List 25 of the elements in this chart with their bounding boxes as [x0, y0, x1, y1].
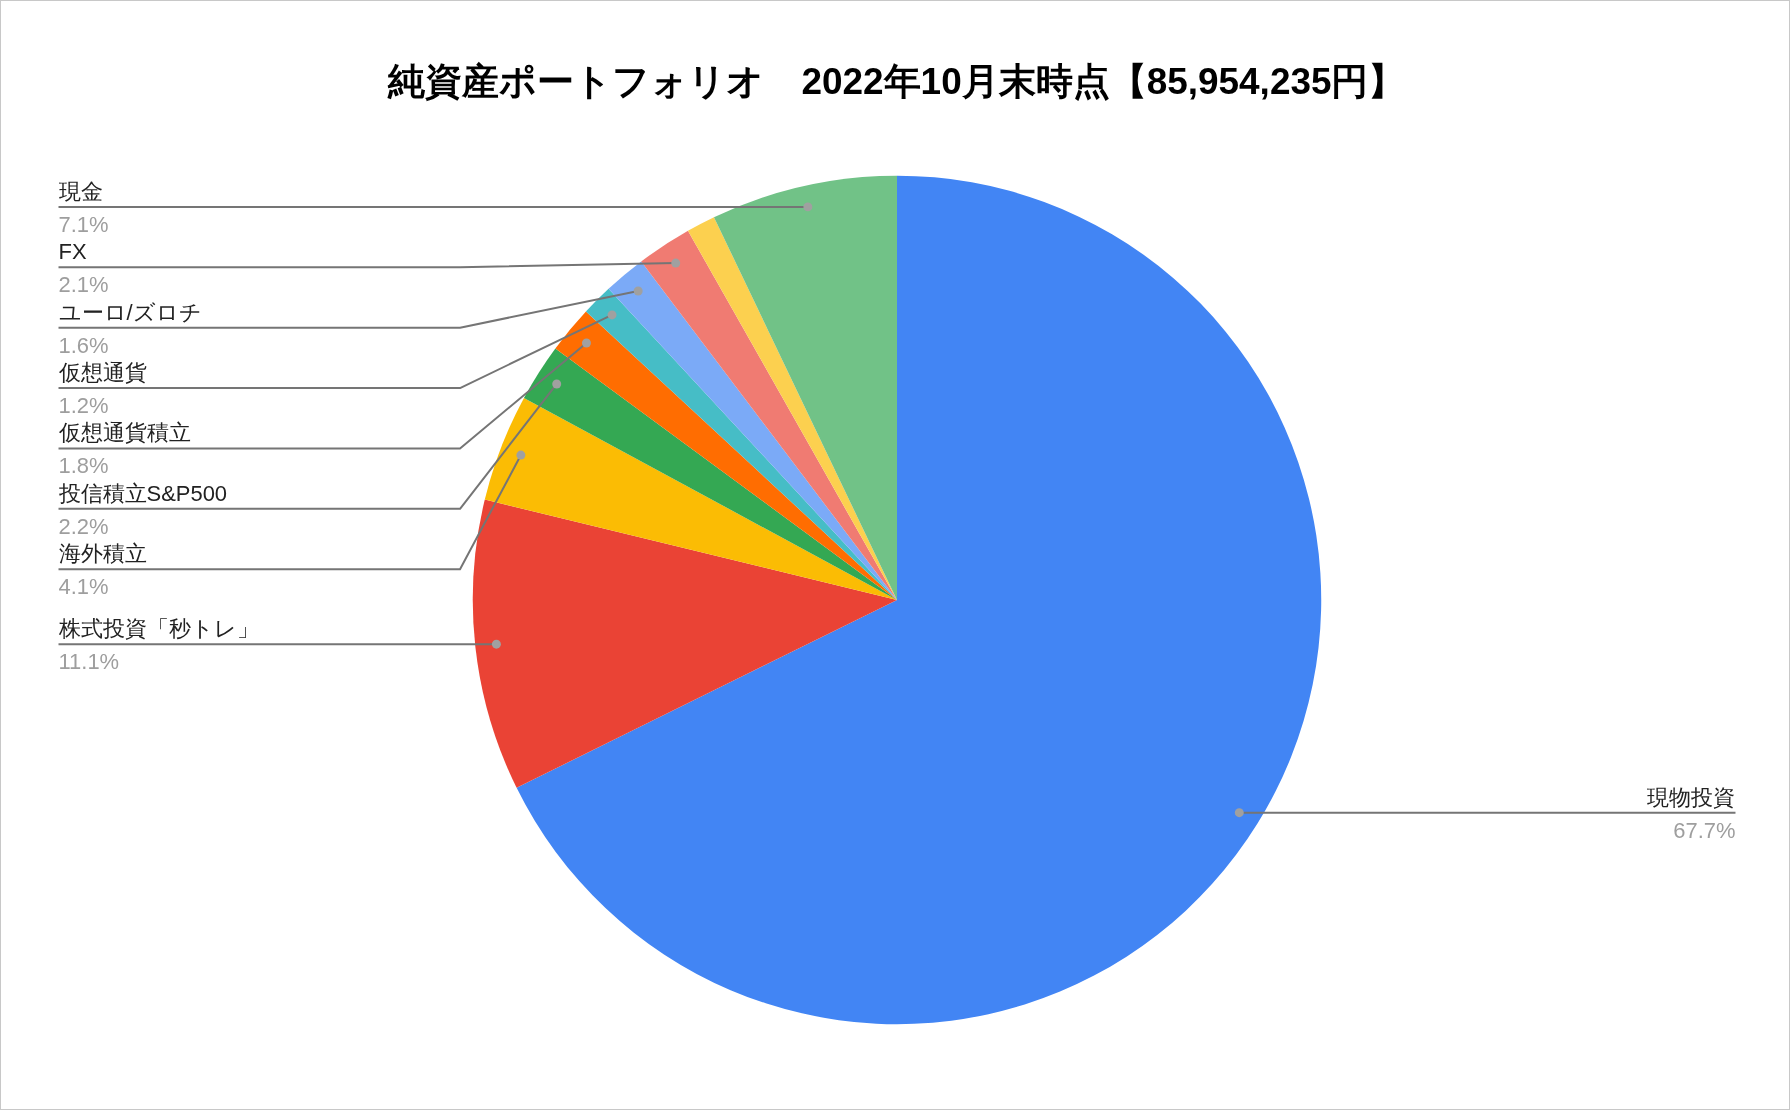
pie-slice — [713, 175, 897, 600]
slice-label: FX — [58, 239, 87, 265]
data-label: 7.1% — [58, 211, 109, 237]
data-label: 1.2% — [58, 393, 109, 419]
data-label: 1.8% — [58, 453, 109, 479]
slice-label: ユーロ/ズロチ — [58, 299, 202, 325]
slice-label: 海外積立 — [58, 541, 147, 567]
slice-label: 現金 — [58, 178, 103, 204]
data-label: 11.1% — [58, 649, 120, 675]
chart-title: 純資産ポートフォリオ 2022年10月末時点【85,954,235円】 — [387, 60, 1406, 102]
pie-slice — [523, 348, 897, 600]
data-label: 2.1% — [58, 272, 109, 298]
data-label: 2.2% — [58, 513, 109, 539]
slice-label: 現物投資 — [1647, 784, 1736, 810]
data-label: 4.1% — [58, 574, 109, 600]
slice-label: 投信積立S&P500 — [57, 480, 228, 506]
slice-label: 株式投資「秒トレ」 — [57, 616, 259, 642]
pie-slice — [472, 499, 897, 788]
data-label: 67.7% — [1673, 817, 1736, 843]
pie-slice — [516, 175, 1322, 1024]
pie-slice — [641, 230, 897, 600]
pie-slice — [484, 397, 897, 600]
slice-label: 仮想通貨積立 — [57, 420, 191, 446]
data-label: 1.6% — [58, 332, 109, 358]
slice-label: 仮想通貨 — [57, 360, 147, 386]
